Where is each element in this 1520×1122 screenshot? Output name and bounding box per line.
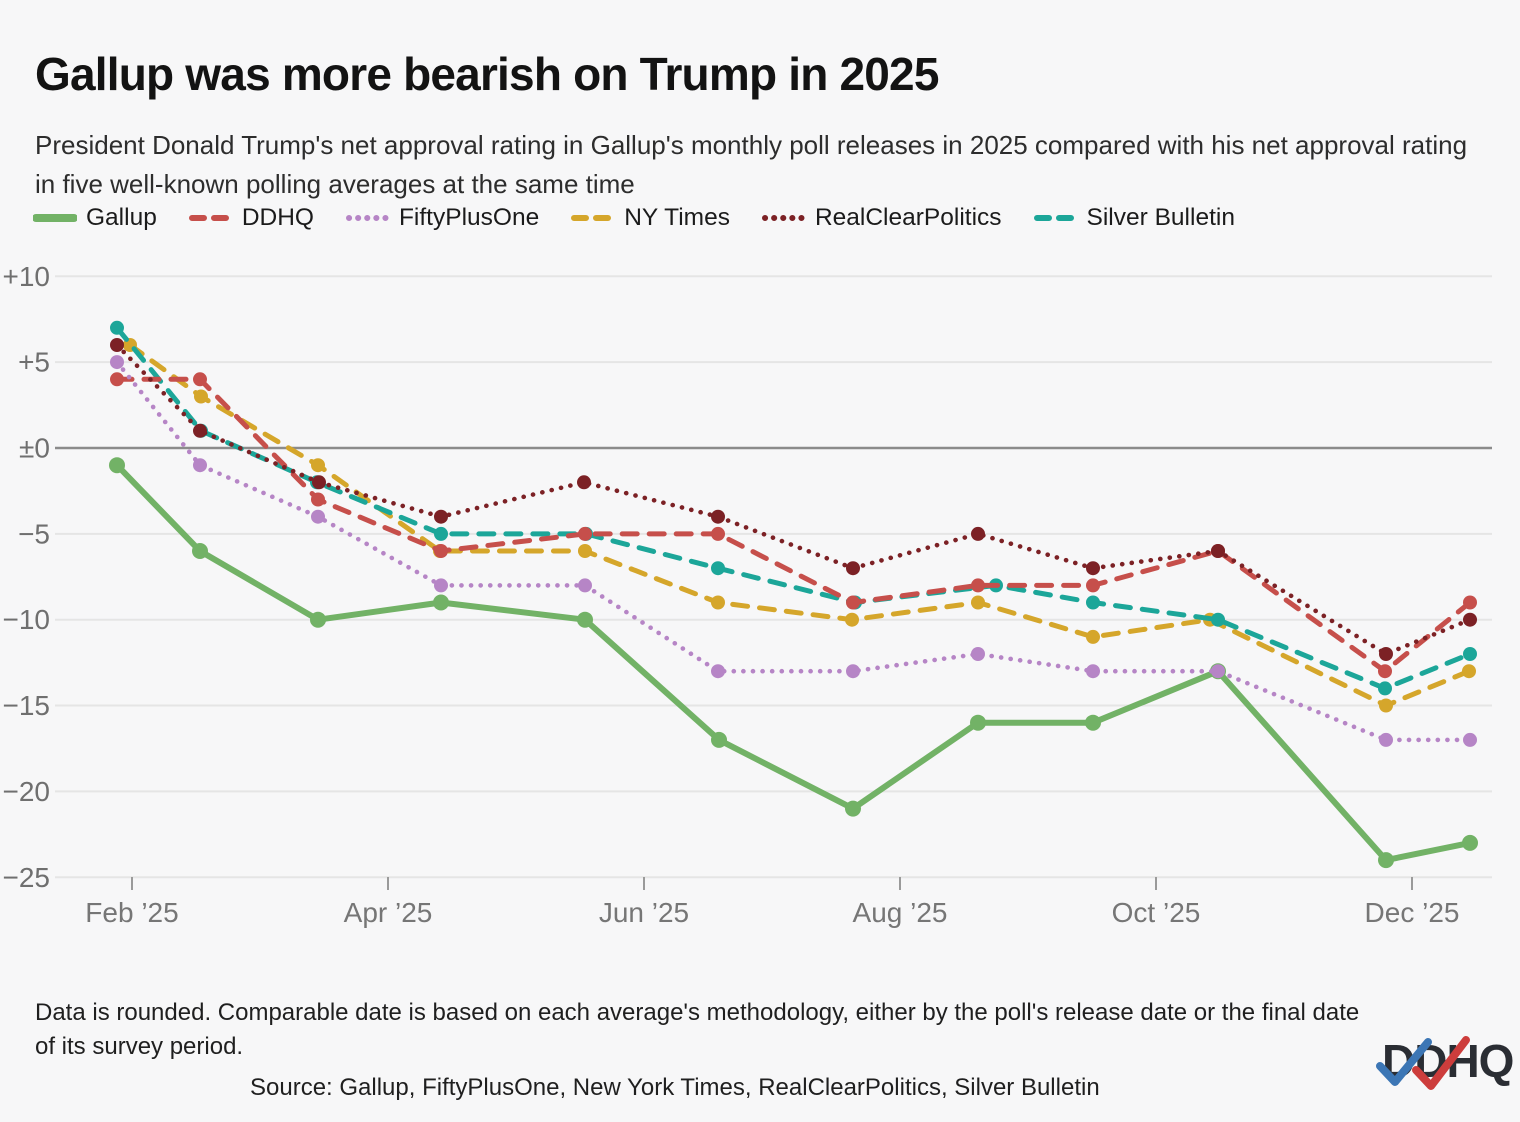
- nytimes-line-swatch-icon: [571, 215, 616, 221]
- svg-text:+5: +5: [18, 347, 50, 378]
- legend-item-nytimes: NY Times: [571, 204, 730, 232]
- svg-text:+10: +10: [3, 261, 51, 292]
- legend-item-realclearpolitics: RealClearPolitics: [761, 204, 1002, 232]
- svg-text:±0: ±0: [19, 433, 50, 464]
- page-title: Gallup was more bearish on Trump in 2025: [35, 47, 939, 100]
- legend-item-silverbulletin: Silver Bulletin: [1033, 204, 1235, 232]
- gallup-line-swatch-icon: [33, 214, 77, 222]
- svg-text:Oct ’25: Oct ’25: [1112, 897, 1201, 928]
- source-line: Source: Gallup, FiftyPlusOne, New York T…: [250, 1074, 1100, 1101]
- legend-item-gallup: Gallup: [33, 204, 157, 232]
- chart-legend: Gallup DDHQ FiftyPlusOne NY Times RealCl…: [33, 204, 1235, 232]
- chart-subtitle: President Donald Trump's net approval ra…: [35, 130, 1468, 199]
- ddhq-line-swatch-icon: [188, 215, 233, 221]
- svg-text:−5: −5: [18, 518, 50, 549]
- realclearpolitics-line-swatch-icon: [761, 215, 806, 221]
- svg-text:Dec ’25: Dec ’25: [1365, 897, 1460, 928]
- svg-text:Aug ’25: Aug ’25: [853, 897, 948, 928]
- silverbulletin-line-swatch-icon: [1033, 215, 1078, 221]
- svg-text:−15: −15: [3, 690, 51, 721]
- legend-label: Gallup: [86, 204, 157, 231]
- svg-text:−10: −10: [3, 604, 51, 635]
- svg-text:−20: −20: [3, 776, 51, 807]
- svg-text:Jun ’25: Jun ’25: [599, 897, 689, 928]
- svg-text:−25: −25: [3, 862, 51, 893]
- ddhq-checkmarks-icon: [1376, 1036, 1470, 1090]
- svg-text:Feb ’25: Feb ’25: [85, 897, 178, 928]
- legend-item-fiftyplusone: FiftyPlusOne: [345, 204, 540, 232]
- legend-label: Silver Bulletin: [1086, 204, 1235, 231]
- fiftyplusone-line-swatch-icon: [345, 215, 390, 221]
- ddhq-logo: DDHQ: [1376, 1032, 1516, 1094]
- legend-item-ddhq: DDHQ: [188, 204, 314, 232]
- legend-label: NY Times: [624, 204, 730, 231]
- svg-text:Apr ’25: Apr ’25: [344, 897, 433, 928]
- legend-label: RealClearPolitics: [814, 204, 1002, 231]
- chart-footnote: Data is rounded. Comparable date is base…: [35, 999, 1360, 1060]
- legend-label: FiftyPlusOne: [398, 204, 540, 231]
- legend-label: DDHQ: [241, 204, 314, 231]
